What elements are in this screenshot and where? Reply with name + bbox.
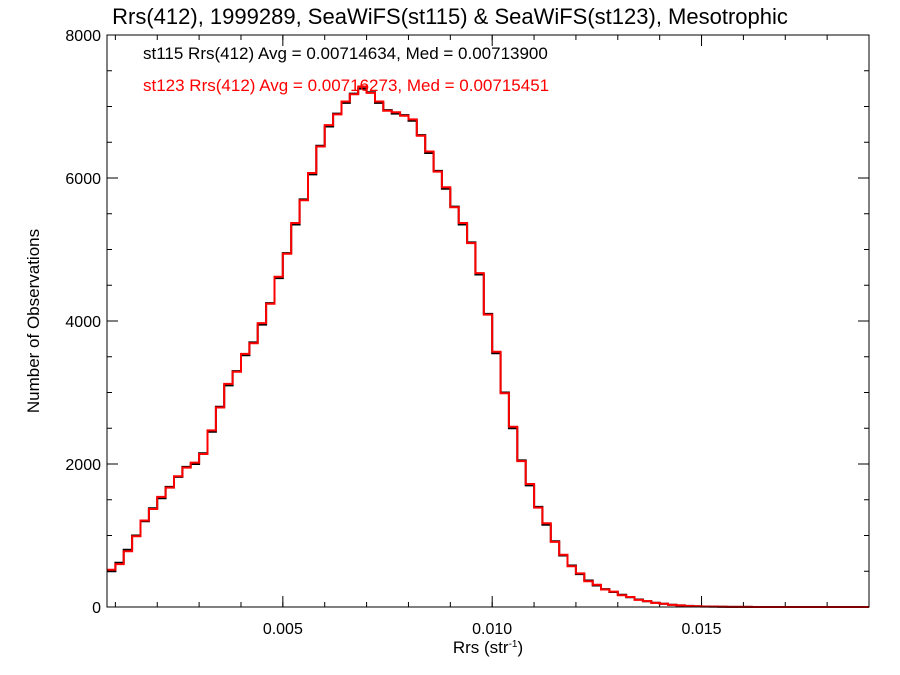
- x-tick-label: 0.005: [263, 621, 303, 638]
- y-tick-label: 2000: [65, 457, 101, 474]
- plot-frame: [106, 34, 870, 608]
- y-tick-label: 0: [92, 600, 101, 617]
- y-axis-label: Number of Observations: [24, 228, 43, 414]
- x-tick-label: 0.010: [472, 621, 512, 638]
- series-line-st123: [107, 85, 869, 608]
- x-axis-label: Rrs (str-1): [107, 638, 869, 658]
- chart-title: Rrs(412), 1999289, SeaWiFS(st115) & SeaW…: [112, 4, 788, 29]
- x-axis-label-text: Rrs (str: [452, 638, 509, 657]
- axis-ticks: [107, 34, 870, 608]
- y-tick-label: 4000: [65, 314, 101, 331]
- stat-line-st123: st123 Rrs(412) Avg = 0.00716273, Med = 0…: [143, 76, 550, 95]
- tick-labels: 0.005 0.010 0.015 0 2000 4000 6000 8000: [65, 28, 721, 638]
- y-tick-label: 8000: [65, 28, 101, 45]
- x-tick-label: 0.015: [682, 621, 722, 638]
- y-tick-label: 6000: [65, 171, 101, 188]
- x-axis-label-exponent: -1: [508, 639, 518, 650]
- series-group: [107, 85, 869, 608]
- series-line-st115: [107, 87, 869, 608]
- x-axis-label-close: ): [517, 638, 524, 657]
- stat-line-st115: st115 Rrs(412) Avg = 0.00714634, Med = 0…: [143, 44, 548, 63]
